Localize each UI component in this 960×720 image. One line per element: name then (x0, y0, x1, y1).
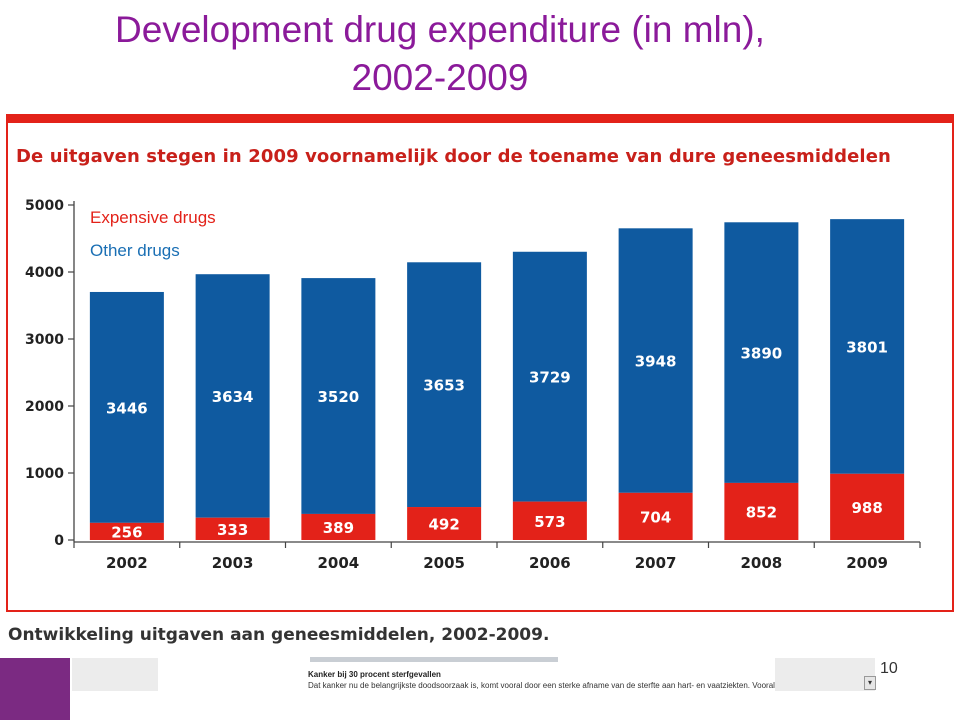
y-tick-label: 0 (54, 533, 64, 549)
data-label-expensive-drugs: 492 (428, 516, 459, 534)
data-label-other-drugs: 3634 (212, 388, 254, 406)
slide-title-line2: 2002-2009 (351, 57, 529, 98)
x-tick-label: 2005 (423, 554, 465, 572)
article-headline: Kanker bij 30 procent sterfgevallen (308, 670, 441, 679)
article-snippet (298, 658, 760, 692)
corner-decoration (0, 658, 70, 720)
legend-expensive-drugs: Expensive drugs (90, 208, 216, 227)
x-tick-label: 2004 (318, 554, 360, 572)
bar-other-drugs (195, 274, 270, 518)
data-label-expensive-drugs: 256 (111, 523, 142, 541)
y-tick-label: 2000 (25, 399, 64, 415)
bar-other-drugs (89, 291, 164, 523)
y-tick-label: 5000 (25, 198, 64, 214)
page-number: 10 (880, 660, 898, 677)
data-label-other-drugs: 3653 (423, 377, 465, 395)
bar-expensive-drugs (830, 473, 905, 540)
bar-expensive-drugs (618, 492, 693, 540)
bar-other-drugs (830, 219, 905, 474)
article-text: Dat kanker nu de belangrijkste doodsoorz… (308, 681, 820, 690)
data-label-expensive-drugs: 573 (534, 513, 565, 531)
screenshot-fragment-left (72, 658, 158, 691)
x-tick-label: 2009 (846, 554, 888, 572)
article-snippet-bar (310, 657, 558, 662)
data-label-other-drugs: 3801 (846, 338, 888, 356)
bar-other-drugs (512, 251, 587, 502)
y-tick-label: 3000 (25, 332, 64, 348)
chart-heading: De uitgaven stegen in 2009 voornamelijk … (16, 146, 891, 167)
x-tick-label: 2008 (741, 554, 783, 572)
screenshot-fragment-right (775, 658, 875, 691)
data-label-other-drugs: 3948 (635, 353, 677, 371)
chart-caption: Ontwikkeling uitgaven aan geneesmiddelen… (8, 625, 550, 645)
data-label-other-drugs: 3446 (106, 399, 148, 417)
bar-expensive-drugs (195, 517, 270, 540)
bar-other-drugs (618, 228, 693, 493)
x-tick-label: 2003 (212, 554, 254, 572)
y-axis: 0 1000 2000 3000 4000 5000 (25, 198, 75, 549)
bar-expensive-drugs (512, 501, 587, 540)
data-label-expensive-drugs: 389 (323, 519, 354, 537)
bar-expensive-drugs (724, 482, 799, 540)
legend-other-drugs: Other drugs (90, 241, 180, 260)
y-tick-label: 1000 (25, 466, 64, 482)
data-label-expensive-drugs: 704 (640, 508, 671, 526)
data-label-expensive-drugs: 852 (746, 503, 777, 521)
x-tick-label: 2006 (529, 554, 571, 572)
bar-other-drugs (724, 222, 799, 483)
x-tick-label: 2002 (106, 554, 148, 572)
legend-background (76, 198, 448, 262)
bar-other-drugs (407, 262, 482, 508)
x-axis: 2002 2003 2004 2005 2006 2007 2008 2009 (73, 541, 921, 572)
scroll-down-icon[interactable]: ▾ (864, 676, 876, 690)
legend: Expensive drugs Other drugs (76, 198, 448, 262)
bar-expensive-drugs (89, 522, 164, 540)
y-tick-label: 4000 (25, 265, 64, 281)
data-label-other-drugs: 3520 (318, 388, 360, 406)
slide-title-line1: Development drug expenditure (in mln), (115, 9, 765, 50)
bar-other-drugs (301, 278, 376, 514)
data-label-expensive-drugs: 333 (217, 521, 248, 539)
data-label-other-drugs: 3729 (529, 369, 571, 387)
data-label-expensive-drugs: 988 (851, 499, 882, 517)
bars: 3446 256 3634 333 3520 389 3653 492 3729 573 3948 7… (89, 219, 905, 541)
data-label-other-drugs: 3890 (741, 345, 783, 363)
bar-expensive-drugs (301, 513, 376, 540)
bar-expensive-drugs (407, 507, 482, 540)
x-tick-label: 2007 (635, 554, 677, 572)
